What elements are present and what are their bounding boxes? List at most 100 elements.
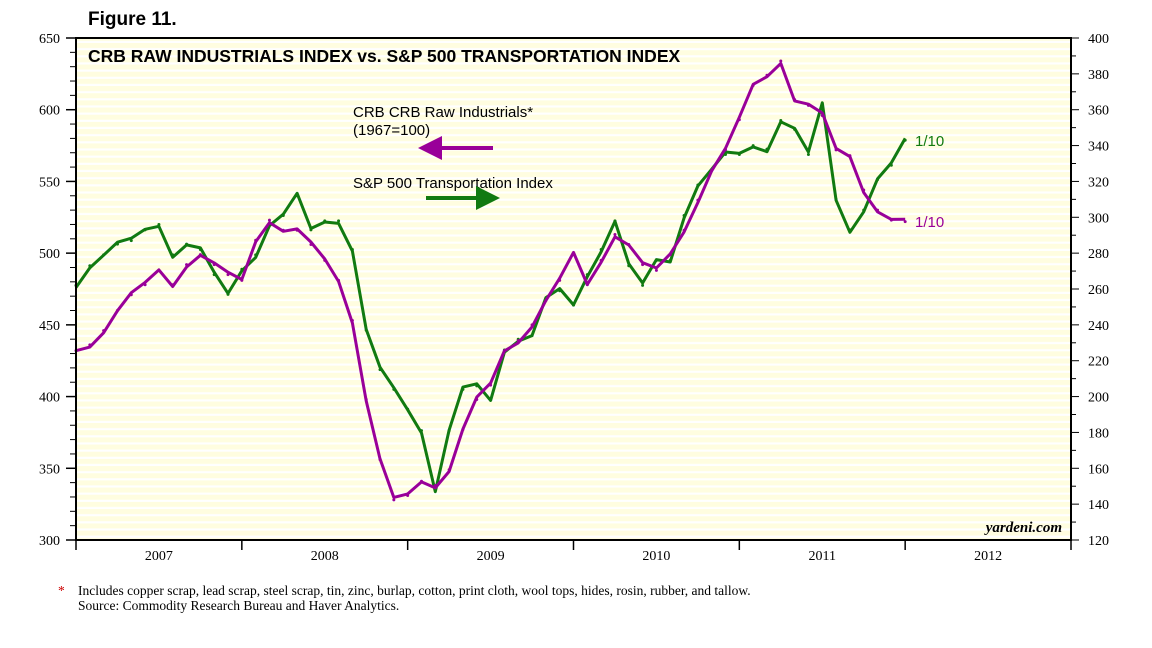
data-point-transport [198,248,202,252]
data-point-transport [765,147,769,151]
data-point-crb [171,283,175,287]
data-point-crb [115,309,119,313]
data-point-crb [102,329,106,333]
data-point-transport [489,398,493,402]
data-point-transport [115,242,119,246]
data-point-transport [254,253,258,257]
data-point-crb [185,263,189,267]
data-point-crb [489,383,493,387]
data-point-crb [530,323,534,327]
left-axis-tick-label: 650 [39,32,60,47]
data-point-transport [226,292,230,296]
data-point-crb [903,220,907,224]
data-point-crb [516,339,520,343]
data-point-transport [862,208,866,212]
right-axis-tick-label: 200 [1088,391,1109,406]
chart-title: CRB RAW INDUSTRIALS INDEX vs. S&P 500 TR… [88,46,680,66]
data-point-crb [295,228,299,232]
data-point-transport [129,239,133,243]
data-point-transport [820,102,824,106]
left-axis-tick-label: 300 [39,534,60,549]
data-point-crb [309,243,313,247]
data-point-transport [627,264,631,268]
watermark: yardeni.com [984,520,1062,536]
data-point-crb [848,154,852,158]
data-point-crb [502,349,506,353]
data-point-crb [793,98,797,102]
data-point-transport [668,258,672,262]
right-axis-tick-label: 300 [1088,211,1109,226]
right-axis-tick-label: 340 [1088,140,1109,155]
data-point-crb [267,218,271,222]
data-point-crb [433,483,437,487]
data-point-crb [475,397,479,401]
data-point-transport [572,303,575,307]
data-point-transport [779,118,783,122]
data-point-transport [530,334,534,338]
data-point-crb [806,103,810,107]
left-axis-tick-label: 450 [39,319,60,334]
right-axis-tick-label: 360 [1088,104,1109,119]
data-point-transport [392,387,396,391]
data-point-crb [544,298,548,302]
data-point-crb [143,283,147,287]
data-point-transport [641,283,645,287]
data-point-transport [696,183,700,187]
data-point-transport [406,407,410,411]
data-point-transport [309,228,313,232]
data-point-crb [364,397,368,401]
right-axis-tick-label: 180 [1088,426,1109,441]
right-axis-tick-label: 160 [1088,462,1109,477]
data-point-transport [102,253,106,257]
data-point-crb [862,188,866,192]
data-point-transport [185,242,189,246]
data-point-crb [876,208,880,212]
data-point-crb [737,118,741,122]
plot-background [76,38,1071,540]
left-axis-tick-label: 600 [39,104,60,119]
data-point-transport [876,178,880,182]
data-point-crb [406,494,410,498]
data-point-crb [779,59,783,63]
data-point-crb [627,243,631,247]
data-point-crb [281,228,285,232]
figure-label: Figure 11. [88,9,177,30]
data-point-transport [599,248,603,252]
legend-crb-label: CRB CRB Raw Industrials* [353,104,533,121]
data-point-transport [419,429,423,433]
data-point-transport [793,127,797,131]
data-point-crb [613,232,617,236]
data-point-crb [129,293,133,297]
right-axis-tick-label: 320 [1088,175,1109,190]
data-point-transport [585,273,589,277]
data-point-crb [254,238,258,242]
data-point-crb [447,468,451,472]
data-point-transport [143,228,147,232]
data-point-crb [724,148,728,152]
data-point-crb [226,273,230,277]
x-axis-tick-label: 2010 [642,549,670,564]
x-axis-tick-label: 2007 [145,549,173,564]
left-axis-tick-label: 400 [39,391,60,406]
data-point-transport [88,264,92,268]
legend-crb-subtitle: (1967=100) [353,122,430,139]
data-point-transport [337,219,341,223]
left-axis-tick-label: 350 [39,462,60,477]
x-axis-tick-label: 2011 [809,549,836,564]
data-point-transport [350,248,354,252]
data-point-crb [419,479,423,483]
data-point-transport [613,219,617,223]
data-point-transport [281,213,285,217]
right-axis-tick-label: 280 [1088,247,1109,262]
data-point-crb [323,258,327,262]
source-text: Source: Commodity Research Bureau and Ha… [78,598,400,613]
data-point-crb [392,498,396,502]
right-axis-tick-label: 380 [1088,68,1109,83]
data-point-transport [212,273,216,277]
data-point-crb [654,268,658,272]
data-point-crb [157,268,161,272]
data-point-crb [572,253,575,257]
data-point-crb [668,253,672,257]
crb-end-label: 1/10 [915,214,944,231]
